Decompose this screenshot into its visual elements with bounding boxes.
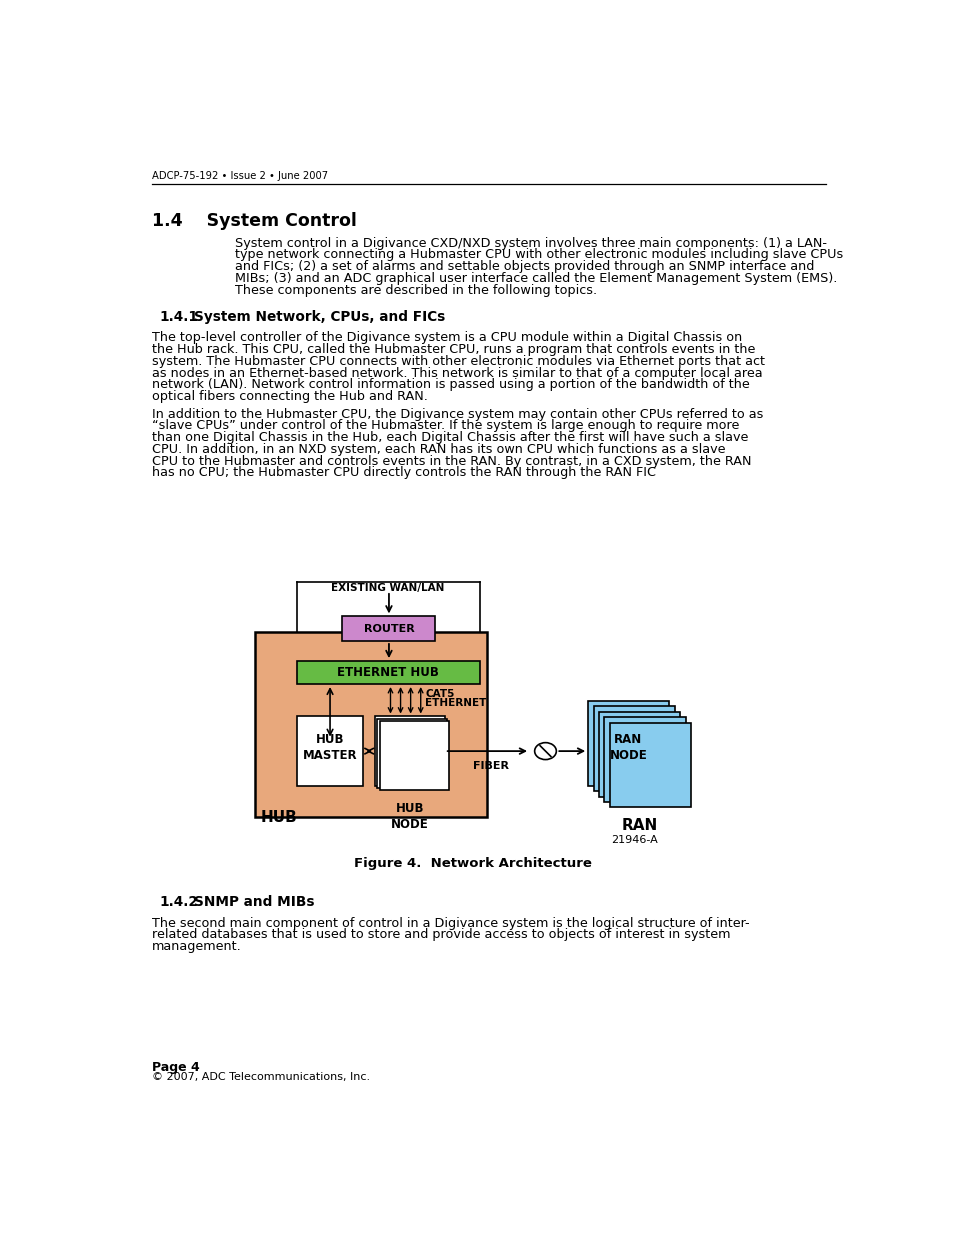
Text: optical fibers connecting the Hub and RAN.: optical fibers connecting the Hub and RA… [152, 390, 427, 403]
Text: CPU to the Hubmaster and controls events in the RAN. By contrast, in a CXD syste: CPU to the Hubmaster and controls events… [152, 454, 751, 468]
Text: The second main component of control in a Digivance system is the logical struct: The second main component of control in … [152, 916, 749, 930]
Text: as nodes in an Ethernet-based network. This network is similar to that of a comp: as nodes in an Ethernet-based network. T… [152, 367, 761, 379]
Bar [587, 701, 669, 785]
Text: RAN: RAN [620, 818, 657, 834]
Text: 1.4.2: 1.4.2 [159, 895, 198, 909]
Text: “slave CPUs” under control of the Hubmaster. If the system is large enough to re: “slave CPUs” under control of the Hubmas… [152, 420, 739, 432]
Bar [604, 718, 685, 802]
Bar [254, 632, 487, 816]
Text: CAT5: CAT5 [425, 689, 455, 699]
Bar [609, 722, 691, 808]
Text: Page 4: Page 4 [152, 1061, 199, 1073]
Text: HUB: HUB [261, 810, 297, 825]
Text: RAN
NODE: RAN NODE [609, 732, 647, 762]
Bar [342, 616, 435, 641]
Text: 21946-A: 21946-A [611, 835, 658, 845]
Text: ADCP-75-192 • Issue 2 • June 2007: ADCP-75-192 • Issue 2 • June 2007 [152, 172, 328, 182]
Ellipse shape [534, 742, 556, 760]
Text: type network connecting a Hubmaster CPU with other electronic modules including : type network connecting a Hubmaster CPU … [235, 248, 842, 262]
Text: SNMP and MIBs: SNMP and MIBs [194, 895, 314, 909]
Text: HUB
NODE: HUB NODE [391, 802, 428, 831]
Text: than one Digital Chassis in the Hub, each Digital Chassis after the first will h: than one Digital Chassis in the Hub, eac… [152, 431, 747, 445]
Text: © 2007, ADC Telecommunications, Inc.: © 2007, ADC Telecommunications, Inc. [152, 1072, 370, 1082]
Bar [297, 716, 363, 785]
Text: FIBER: FIBER [473, 761, 509, 771]
Text: MIBs; (3) and an ADC graphical user interface called the Element Management Syst: MIBs; (3) and an ADC graphical user inte… [235, 272, 837, 285]
Text: the Hub rack. This CPU, called the Hubmaster CPU, runs a program that controls e: the Hub rack. This CPU, called the Hubma… [152, 343, 755, 356]
Text: CPU. In addition, in an NXD system, each RAN has its own CPU which functions as : CPU. In addition, in an NXD system, each… [152, 443, 724, 456]
Bar [379, 721, 449, 790]
Text: 1.4.1: 1.4.1 [159, 310, 198, 324]
Text: network (LAN). Network control information is passed using a portion of the band: network (LAN). Network control informati… [152, 378, 749, 391]
Text: ETHERNET: ETHERNET [425, 698, 486, 708]
Text: The top-level controller of the Digivance system is a CPU module within a Digita: The top-level controller of the Digivanc… [152, 331, 741, 345]
Bar [297, 661, 479, 684]
Text: management.: management. [152, 940, 241, 953]
Text: In addition to the Hubmaster CPU, the Digivance system may contain other CPUs re: In addition to the Hubmaster CPU, the Di… [152, 408, 762, 421]
Text: and FICs; (2) a set of alarms and settable objects provided through an SNMP inte: and FICs; (2) a set of alarms and settab… [235, 261, 814, 273]
Text: Figure 4.  Network Architecture: Figure 4. Network Architecture [355, 857, 592, 869]
Text: System control in a Digivance CXD/NXD system involves three main components: (1): System control in a Digivance CXD/NXD sy… [235, 237, 826, 249]
Text: system. The Hubmaster CPU connects with other electronic modules via Ethernet po: system. The Hubmaster CPU connects with … [152, 354, 764, 368]
Text: ETHERNET HUB: ETHERNET HUB [336, 666, 438, 679]
Bar [598, 711, 679, 797]
Text: has no CPU; the Hubmaster CPU directly controls the RAN through the RAN FIC: has no CPU; the Hubmaster CPU directly c… [152, 466, 655, 479]
Text: HUB
MASTER: HUB MASTER [302, 732, 357, 762]
Text: System Network, CPUs, and FICs: System Network, CPUs, and FICs [194, 310, 445, 324]
Text: EXISTING WAN/LAN: EXISTING WAN/LAN [331, 583, 444, 593]
Bar [593, 706, 674, 792]
Text: These components are described in the following topics.: These components are described in the fo… [235, 284, 597, 296]
Bar [377, 719, 447, 788]
Text: ROUTER: ROUTER [363, 624, 414, 634]
Bar [375, 716, 444, 785]
Text: related databases that is used to store and provide access to objects of interes: related databases that is used to store … [152, 929, 730, 941]
Text: 1.4    System Control: 1.4 System Control [152, 212, 356, 230]
